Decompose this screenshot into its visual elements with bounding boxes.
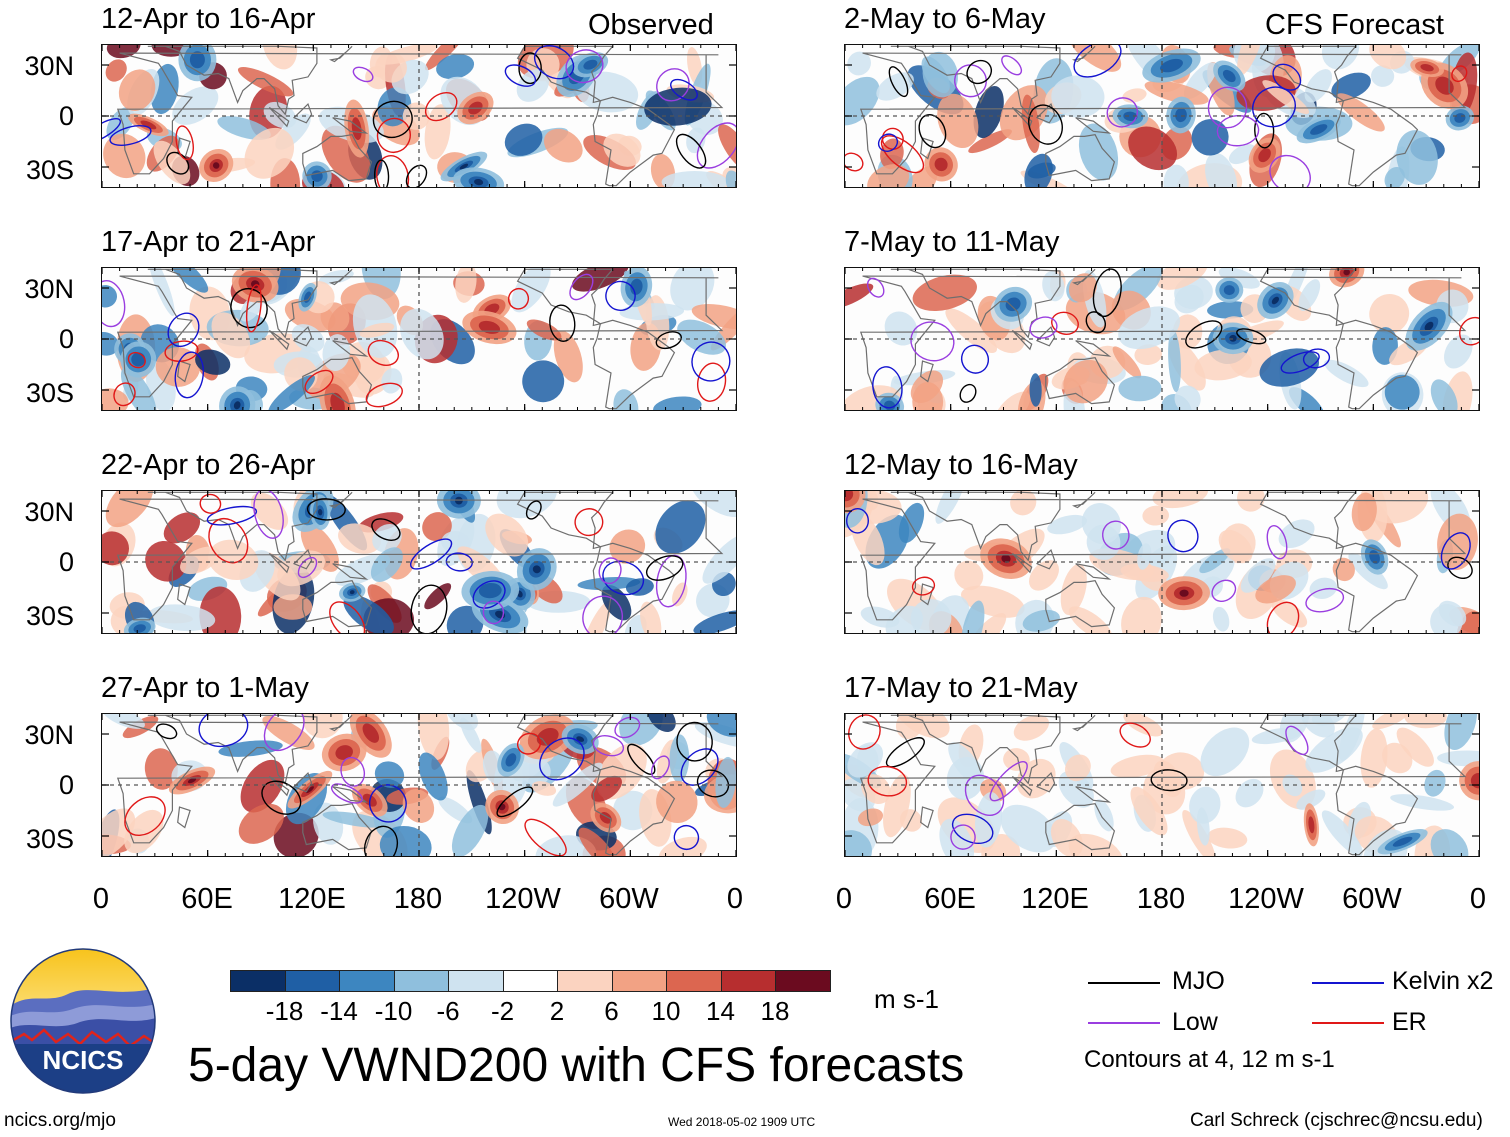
lat-label-30n: 30N bbox=[24, 720, 74, 750]
forecast-header: CFS Forecast bbox=[1265, 9, 1444, 41]
logo-text: NCICS bbox=[43, 1045, 124, 1075]
observed-panel-title-3: 22-Apr to 26-Apr bbox=[101, 449, 316, 481]
forecast-map-panel-1 bbox=[844, 44, 1480, 188]
colorbar-swatch bbox=[666, 970, 722, 992]
lat-label-eq: 0 bbox=[58, 770, 74, 800]
colorbar-tick-label: 18 bbox=[760, 996, 790, 1026]
lon-label-120w: 120W bbox=[485, 883, 561, 915]
legend-line-low bbox=[1088, 1022, 1160, 1024]
colorbar-swatch bbox=[611, 970, 667, 992]
observed-map-panel-1 bbox=[101, 44, 737, 188]
lat-label-30n: 30N bbox=[24, 274, 74, 304]
observed-panel-title-4: 27-Apr to 1-May bbox=[101, 672, 309, 704]
lat-label-30s: 30S bbox=[25, 824, 74, 854]
observed-panel-title-1: 12-Apr to 16-Apr bbox=[101, 3, 316, 35]
colorbar-tick-label: -6 bbox=[436, 996, 460, 1026]
colorbar-swatch bbox=[775, 970, 831, 992]
colorbar-tick-label: 6 bbox=[604, 996, 619, 1026]
forecast-panel-title-3: 12-May to 16-May bbox=[844, 449, 1078, 481]
legend-label-mjo: MJO bbox=[1172, 967, 1225, 995]
forecast-panel-title-4: 17-May to 21-May bbox=[844, 672, 1078, 704]
lon-label-120w: 120W bbox=[1228, 883, 1304, 915]
colorbar-tick-label: 2 bbox=[549, 996, 565, 1026]
footer-timestamp: Wed 2018-05-02 1909 UTC bbox=[668, 1115, 816, 1129]
colorbar-swatch bbox=[230, 970, 286, 992]
colorbar-tick-label: -10 bbox=[374, 996, 413, 1026]
lon-label-60w: 60W bbox=[1342, 883, 1402, 915]
colorbar-swatch bbox=[339, 970, 395, 992]
lat-label-30n: 30N bbox=[24, 497, 74, 527]
colorbar-units: m s-1 bbox=[874, 984, 939, 1014]
colorbar-swatch bbox=[502, 970, 558, 992]
lon-label-0: 0 bbox=[92, 883, 110, 915]
observed-map-panel-2 bbox=[101, 267, 737, 411]
lat-label-eq: 0 bbox=[58, 547, 74, 577]
colorbar-tick-label: 14 bbox=[706, 996, 735, 1026]
lon-label-60w: 60W bbox=[599, 883, 659, 915]
lat-label-30s: 30S bbox=[25, 601, 74, 631]
lon-label-60e: 60E bbox=[924, 883, 976, 915]
lat-label-30s: 30S bbox=[25, 155, 74, 185]
colorbar-swatch bbox=[720, 970, 776, 992]
lon-label-180: 180 bbox=[393, 883, 443, 915]
lat-label-30n: 30N bbox=[24, 51, 74, 81]
colorbar-swatch bbox=[448, 970, 504, 992]
colorbar-swatch bbox=[284, 970, 340, 992]
footer-author: Carl Schreck (cjschrec@ncsu.edu) bbox=[1190, 1110, 1483, 1131]
legend-line-er bbox=[1312, 1022, 1384, 1024]
colorbar-tick-label: -18 bbox=[265, 996, 304, 1026]
ncics-logo: NCICS bbox=[10, 948, 156, 1094]
legend-contour-note: Contours at 4, 12 m s-1 bbox=[1084, 1046, 1335, 1073]
legend-label-low: Low bbox=[1172, 1008, 1218, 1036]
lat-label-eq: 0 bbox=[58, 324, 74, 354]
lon-label-180: 180 bbox=[1136, 883, 1186, 915]
lon-label-60e: 60E bbox=[181, 883, 233, 915]
forecast-map-panel-4 bbox=[844, 713, 1480, 857]
observed-panel-title-2: 17-Apr to 21-Apr bbox=[101, 226, 316, 258]
colorbar-swatch bbox=[393, 970, 449, 992]
legend-line-mjo bbox=[1088, 982, 1160, 984]
observed-map-panel-4 bbox=[101, 713, 737, 857]
lat-label-30s: 30S bbox=[25, 378, 74, 408]
lat-label-eq: 0 bbox=[58, 101, 74, 131]
colorbar-swatch bbox=[557, 970, 613, 992]
legend-label-kelvin: Kelvin x2 bbox=[1392, 967, 1494, 995]
legend-label-er: ER bbox=[1392, 1008, 1427, 1036]
observed-header: Observed bbox=[588, 9, 714, 41]
main-title: 5-day VWND200 with CFS forecasts bbox=[188, 1039, 965, 1092]
forecast-panel-title-2: 7-May to 11-May bbox=[844, 226, 1060, 258]
observed-map-panel-3 bbox=[101, 490, 737, 634]
lon-label-0-end: 0 bbox=[1469, 883, 1487, 915]
colorbar-tick-label: -2 bbox=[490, 996, 515, 1026]
forecast-map-panel-2 bbox=[844, 267, 1480, 411]
legend-line-kelvin bbox=[1312, 982, 1384, 984]
lon-label-120e: 120E bbox=[1021, 883, 1089, 915]
footer-url[interactable]: ncics.org/mjo bbox=[4, 1110, 116, 1131]
forecast-panel-title-1: 2-May to 6-May bbox=[844, 3, 1046, 35]
lon-label-0: 0 bbox=[835, 883, 853, 915]
forecast-map-panel-3 bbox=[844, 490, 1480, 634]
lon-label-0-end: 0 bbox=[726, 883, 744, 915]
colorbar-tick-label: 10 bbox=[651, 996, 681, 1026]
colorbar-tick-label: -14 bbox=[320, 996, 358, 1026]
lon-label-120e: 120E bbox=[278, 883, 346, 915]
